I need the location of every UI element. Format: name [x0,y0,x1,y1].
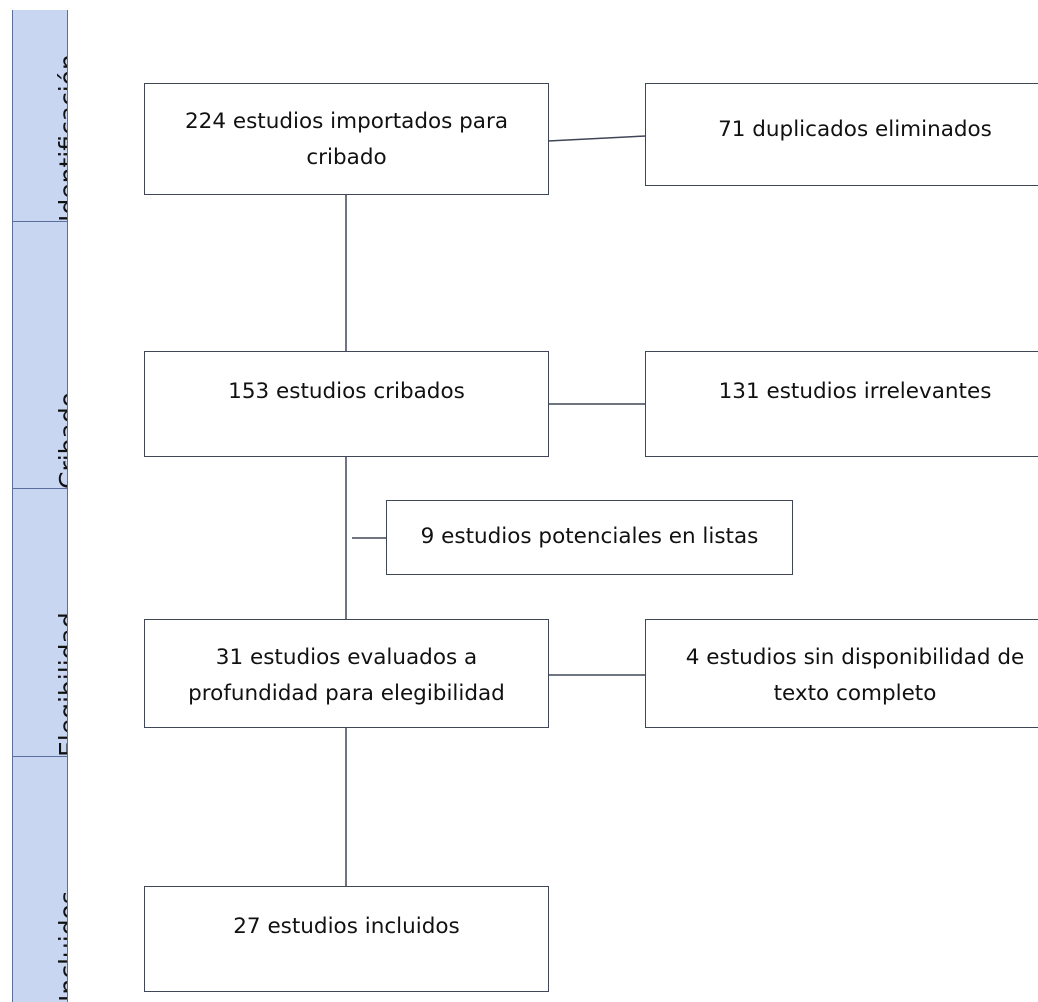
phase-divider [12,488,68,489]
box-assessed-text: 31 estudios evaluados a profundidad para… [188,645,505,706]
box-duplicates: 71 duplicados eliminados [645,83,1038,186]
phase-divider [12,221,68,222]
box-lists-text: 9 estudios potenciales en listas [420,524,759,549]
phase-identificacion: Identificación [12,10,68,222]
phase-incluidos: Incluidos [12,757,68,1002]
box-irrelevant-text: 131 estudios irrelevantes [718,379,992,404]
box-screened-text: 153 estudios cribados [228,379,465,404]
connector-imported-duplicates [547,135,647,142]
phase-cribado: Cribado [12,222,68,489]
box-no-fulltext-text: 4 estudios sin disponibilidad de texto c… [685,645,1025,706]
box-no-fulltext: 4 estudios sin disponibilidad de texto c… [645,619,1038,728]
phase-divider [12,756,68,757]
box-assessed: 31 estudios evaluados a profundidad para… [144,619,549,728]
box-included: 27 estudios incluidos [144,886,549,992]
box-imported-text: 224 estudios importados para cribado [184,109,508,170]
box-irrelevant: 131 estudios irrelevantes [645,351,1038,457]
box-duplicates-text: 71 duplicados eliminados [718,117,992,142]
box-included-text: 27 estudios incluidos [233,914,460,939]
box-imported: 224 estudios importados para cribado [144,83,549,195]
box-lists: 9 estudios potenciales en listas [386,500,793,575]
box-screened: 153 estudios cribados [144,351,549,457]
phase-elegibilidad: Elegibilidad [12,489,68,757]
